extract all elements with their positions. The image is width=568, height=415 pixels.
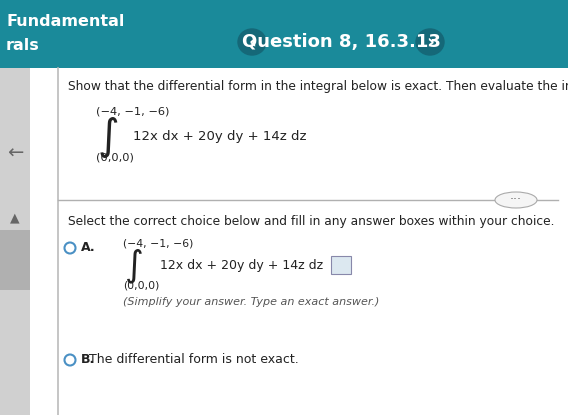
Text: The differential form is not exact.: The differential form is not exact.	[81, 353, 299, 366]
Text: ‹: ‹	[248, 32, 256, 51]
FancyBboxPatch shape	[0, 0, 568, 68]
FancyBboxPatch shape	[331, 256, 351, 274]
Ellipse shape	[495, 192, 537, 208]
Text: rals: rals	[6, 38, 40, 53]
Text: 12x dx + 20y dy + 14z dz  =: 12x dx + 20y dy + 14z dz =	[160, 259, 342, 272]
Ellipse shape	[416, 29, 444, 55]
Ellipse shape	[238, 29, 266, 55]
Text: (0,0,0): (0,0,0)	[123, 281, 160, 291]
Text: (−4, −1, −6): (−4, −1, −6)	[96, 106, 169, 116]
Text: (Simplify your answer. Type an exact answer.): (Simplify your answer. Type an exact ans…	[123, 297, 379, 307]
Text: ···: ···	[510, 193, 522, 207]
Text: (0,0,0): (0,0,0)	[96, 152, 134, 162]
Text: Fundamental: Fundamental	[6, 14, 124, 29]
Text: Question 8, 16.3.13: Question 8, 16.3.13	[241, 33, 440, 51]
FancyBboxPatch shape	[0, 230, 30, 290]
Text: ∫: ∫	[125, 248, 144, 283]
Text: ▲: ▲	[10, 212, 20, 225]
Text: B.: B.	[81, 353, 95, 366]
Text: ←: ←	[7, 144, 23, 163]
FancyBboxPatch shape	[0, 68, 30, 415]
Text: A.: A.	[81, 241, 95, 254]
Text: (−4, −1, −6): (−4, −1, −6)	[123, 239, 193, 249]
Text: Show that the differential form in the integral below is exact. Then evaluate th: Show that the differential form in the i…	[68, 80, 568, 93]
Text: 12x dx + 20y dy + 14z dz: 12x dx + 20y dy + 14z dz	[133, 130, 307, 143]
Text: ∫: ∫	[98, 116, 120, 158]
Text: Select the correct choice below and fill in any answer boxes within your choice.: Select the correct choice below and fill…	[68, 215, 554, 228]
Text: ›: ›	[426, 32, 434, 51]
